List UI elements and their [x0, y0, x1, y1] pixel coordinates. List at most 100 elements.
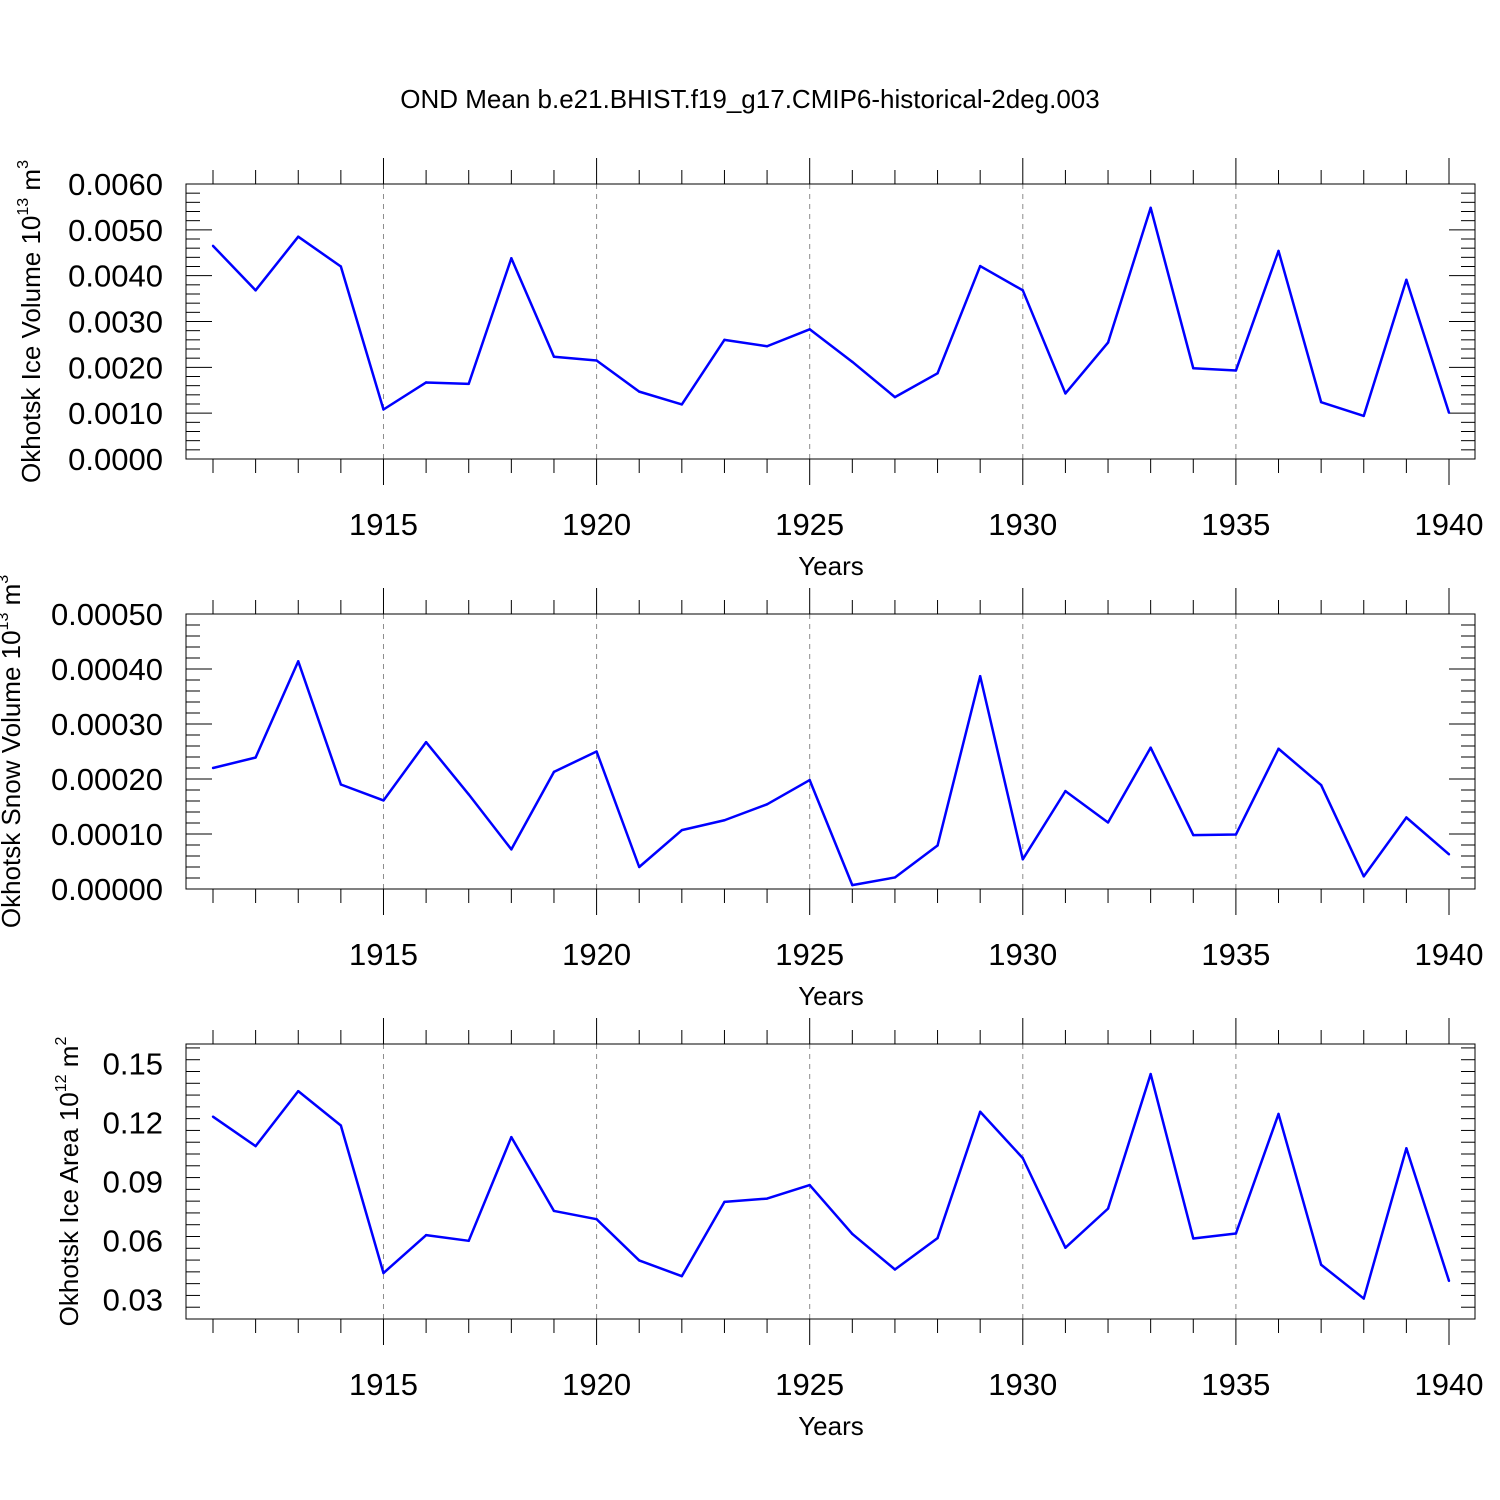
data-point	[339, 1124, 343, 1127]
y-axis-label-part: m	[0, 584, 26, 613]
data-point	[1319, 1263, 1323, 1266]
series-line	[212, 1072, 1451, 1300]
series-line	[212, 660, 1450, 887]
data-point	[1447, 1279, 1451, 1283]
x-tick-label: 1935	[1201, 937, 1270, 972]
y-tick-label: 0.12	[103, 1106, 163, 1141]
y-tick-label: 0.0050	[68, 213, 163, 248]
y-tick-label: 0.0010	[68, 396, 163, 431]
data-point	[1192, 833, 1195, 837]
data-point	[1021, 1156, 1024, 1160]
data-point	[467, 1239, 470, 1243]
data-point	[1106, 1207, 1110, 1210]
data-point	[297, 235, 300, 238]
y-axis-label-part: Okhotsk Snow Volume 10	[0, 630, 26, 928]
y-tick-label: 0.0060	[68, 167, 163, 202]
y-axis-label-part: m	[54, 1046, 84, 1075]
data-point	[851, 883, 854, 887]
y-tick-label: 0.00040	[51, 652, 163, 687]
data-point	[211, 766, 215, 770]
data-point	[424, 740, 428, 744]
data-point	[595, 750, 598, 753]
data-point	[1362, 414, 1365, 418]
data-point	[1277, 1112, 1280, 1116]
data-point	[765, 345, 769, 348]
x-axis-label: Years	[798, 981, 864, 1011]
x-axis-label: Years	[798, 1411, 864, 1441]
x-tick-label: 1935	[1201, 1367, 1270, 1402]
y-tick-label: 0.00030	[51, 707, 163, 742]
y-tick-label: 0.09	[103, 1165, 163, 1200]
x-tick-label: 1940	[1415, 507, 1484, 542]
x-tick-label: 1930	[988, 507, 1057, 542]
y-axis-label-part: Okhotsk Ice Volume 10	[16, 216, 46, 483]
plot-frame	[185, 1043, 1476, 1320]
series-line	[212, 206, 1451, 418]
data-point	[467, 793, 470, 796]
data-point	[1362, 875, 1365, 878]
data-point	[1106, 341, 1110, 344]
data-point	[723, 1200, 726, 1204]
x-tick-label: 1930	[988, 1367, 1057, 1402]
data-point	[254, 756, 257, 759]
x-tick-label: 1920	[562, 1367, 631, 1402]
data-point	[1234, 369, 1238, 372]
data-point	[467, 382, 470, 386]
data-point	[765, 803, 769, 806]
y-tick-label: 0.00020	[51, 762, 163, 797]
data-point	[1319, 783, 1323, 787]
data-point	[1362, 1297, 1365, 1300]
y-tick-label: 0.03	[103, 1282, 163, 1317]
data-point	[723, 338, 726, 342]
data-point	[851, 1232, 854, 1236]
data-point	[424, 1233, 428, 1237]
data-point	[1021, 858, 1024, 861]
data-point	[510, 257, 513, 260]
data-point	[1106, 821, 1110, 824]
data-point	[297, 1089, 300, 1093]
plot-frame	[185, 613, 1476, 890]
x-tick-label: 1920	[562, 937, 631, 972]
y-tick-label: 0.0040	[68, 259, 163, 294]
panel-3: 0.03 0.06 0.09 0.12 0.15 1915 1920 1925 1930 1935…	[53, 1018, 1483, 1441]
data-point	[1277, 249, 1280, 253]
data-point	[595, 1218, 598, 1221]
y-tick-label: 0.06	[103, 1223, 163, 1258]
x-tick-label: 1915	[349, 1367, 418, 1402]
data-point	[1319, 400, 1323, 404]
data-point	[808, 778, 811, 782]
data-point	[978, 674, 982, 678]
data-point	[808, 1183, 811, 1187]
y-axis-label: Okhotsk Ice Volume 1013 m3	[15, 160, 46, 483]
data-point	[851, 360, 854, 364]
y-axis-label-part: Okhotsk Ice Area 10	[54, 1092, 84, 1326]
x-axis-label: Years	[798, 551, 864, 581]
data-point	[1405, 1147, 1408, 1150]
x-tick-label: 1940	[1415, 937, 1484, 972]
data-point	[1192, 1237, 1195, 1240]
panels: 0.0000 0.0010 0.0020 0.0030 0.0040 0.0050 0.00…	[0, 158, 1483, 1441]
data-point	[765, 1197, 769, 1200]
data-point	[1277, 747, 1280, 750]
data-point	[211, 244, 215, 248]
x-tick-label: 1915	[349, 507, 418, 542]
data-point	[723, 819, 726, 822]
y-axis-label-superscript: 13	[15, 198, 32, 216]
y-axis-label: Okhotsk Ice Area 1012 m2	[53, 1037, 84, 1327]
x-tick-label: 1940	[1415, 1367, 1484, 1402]
data-point	[1021, 289, 1024, 292]
data-point	[510, 848, 513, 851]
data-point	[638, 390, 641, 393]
x-tick-label: 1925	[775, 937, 844, 972]
data-point	[1405, 816, 1408, 819]
y-axis-label-part: m	[16, 169, 46, 198]
y-axis-label-superscript: 12	[53, 1074, 70, 1092]
x-tick-label: 1930	[988, 937, 1057, 972]
panel-2: 0.00000 0.00010 0.00020 0.00030 0.00040 0.000…	[0, 575, 1483, 1011]
data-point	[808, 328, 811, 331]
data-point	[978, 1110, 982, 1113]
data-point	[510, 1135, 513, 1139]
data-point	[1064, 392, 1067, 395]
data-point	[1064, 789, 1067, 793]
